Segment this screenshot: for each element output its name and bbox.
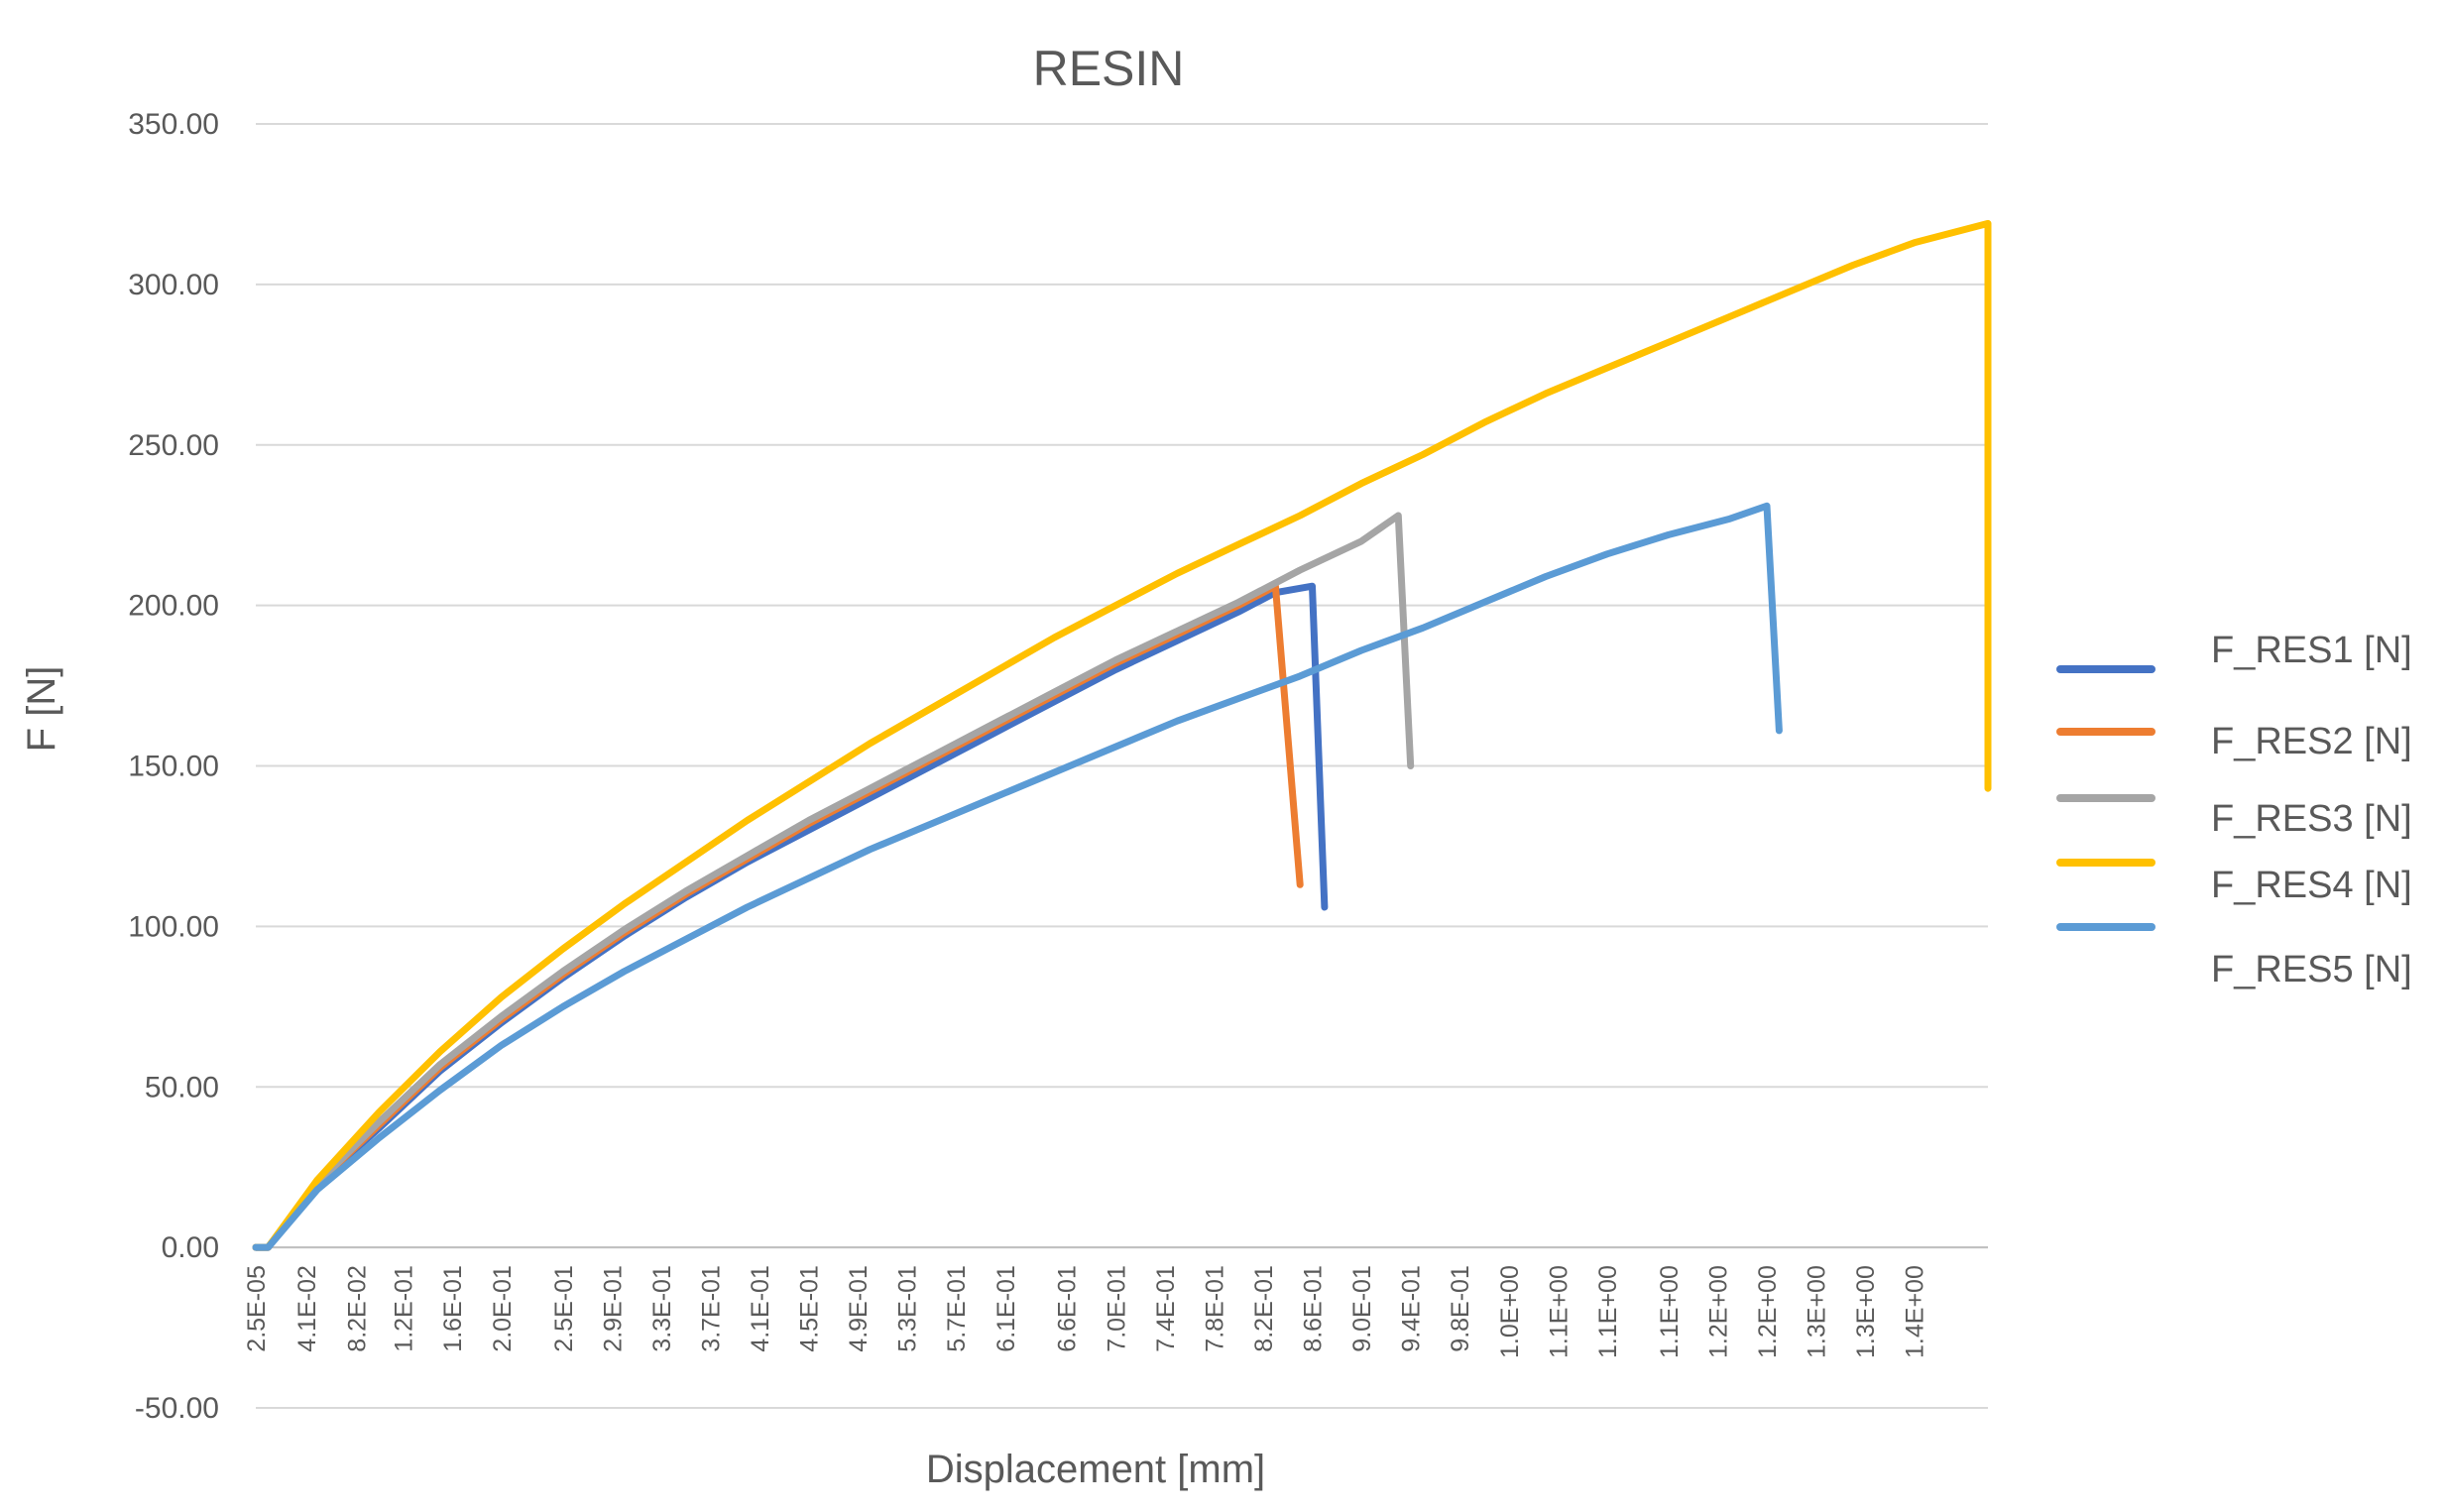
x-tick-label: 6.1E-01: [992, 1265, 1020, 1352]
series-line-3: [252, 512, 1415, 1251]
x-tick-label: 2.5E-05: [243, 1265, 271, 1352]
x-tick-label: 1.3E+00: [1852, 1265, 1880, 1358]
y-axis-title: F [N]: [20, 666, 63, 753]
x-tick-label: 9.4E-01: [1398, 1265, 1426, 1352]
series-line-4: [252, 219, 1992, 1251]
x-tick-label: 8.2E-01: [1250, 1265, 1278, 1352]
x-tick-label: 2.5E-01: [550, 1265, 578, 1352]
y-tick-label: -50.00: [135, 1392, 219, 1425]
x-tick-label: 4.1E-02: [293, 1265, 321, 1352]
series-line-5: [252, 502, 1783, 1251]
y-axis-ticks: -50.00 0.00 50.00 100.00 150.00 200.00 250.00 3…: [128, 108, 219, 1425]
legend-label-4: F_RES4 [N]: [2211, 865, 2412, 906]
x-tick-label: 1.2E+00: [1754, 1265, 1782, 1358]
y-tick-label: 250.00: [128, 429, 219, 462]
x-tick-label: 4.9E-01: [845, 1265, 873, 1352]
x-tick-label: 6.6E-01: [1054, 1265, 1082, 1352]
chart-title: RESIN: [1033, 41, 1185, 96]
x-tick-label: 9.8E-01: [1447, 1265, 1474, 1352]
x-tick-label: 4.1E-01: [747, 1265, 774, 1352]
legend: F_RES1 [N] F_RES2 [N] F_RES3 [N] F_RES4 [N]…: [2056, 630, 2412, 990]
x-tick-label: 1.0E+00: [1496, 1265, 1524, 1358]
x-tick-label: 8.2E-02: [344, 1265, 372, 1352]
legend-label-5: F_RES5 [N]: [2211, 949, 2412, 990]
y-tick-label: 100.00: [128, 910, 219, 943]
x-axis-title: Displacement [mm]: [926, 1448, 1265, 1491]
x-tick-label: 3.7E-01: [697, 1265, 725, 1352]
series-lines: [252, 219, 1992, 1251]
x-tick-label: 1.2E-01: [391, 1265, 418, 1352]
x-tick-label: 2.9E-01: [599, 1265, 627, 1352]
x-axis-ticks: 2.5E-05 4.1E-02 8.2E-02 1.2E-01 1.6E-01 2.0E-…: [243, 1265, 1929, 1358]
legend-label-3: F_RES3 [N]: [2211, 798, 2412, 840]
x-tick-label: 9.0E-01: [1348, 1265, 1376, 1352]
y-tick-label: 350.00: [128, 108, 219, 141]
x-tick-label: 7.0E-01: [1103, 1265, 1130, 1352]
x-tick-label: 1.1E+00: [1594, 1265, 1622, 1358]
x-tick-label: 1.1E+00: [1656, 1265, 1684, 1358]
x-tick-label: 1.2E+00: [1704, 1265, 1732, 1358]
y-tick-label: 200.00: [128, 590, 219, 623]
y-tick-label: 300.00: [128, 269, 219, 301]
x-tick-label: 4.5E-01: [796, 1265, 824, 1352]
x-tick-label: 8.6E-01: [1300, 1265, 1328, 1352]
x-tick-label: 1.3E+00: [1804, 1265, 1831, 1358]
y-tick-label: 0.00: [162, 1231, 219, 1264]
x-tick-label: 1.6E-01: [439, 1265, 467, 1352]
legend-label-2: F_RES2 [N]: [2211, 721, 2412, 762]
x-tick-label: 7.4E-01: [1152, 1265, 1180, 1352]
legend-label-1: F_RES1 [N]: [2211, 630, 2412, 671]
x-tick-label: 1.1E+00: [1545, 1265, 1573, 1358]
y-tick-label: 50.00: [145, 1071, 219, 1104]
y-tick-label: 150.00: [128, 751, 219, 783]
x-tick-label: 5.7E-01: [943, 1265, 971, 1352]
x-tick-label: 1.4E+00: [1902, 1265, 1929, 1358]
x-tick-label: 7.8E-01: [1201, 1265, 1228, 1352]
x-tick-label: 2.0E-01: [489, 1265, 517, 1352]
x-tick-label: 3.3E-01: [648, 1265, 676, 1352]
x-tick-label: 5.3E-01: [894, 1265, 922, 1352]
